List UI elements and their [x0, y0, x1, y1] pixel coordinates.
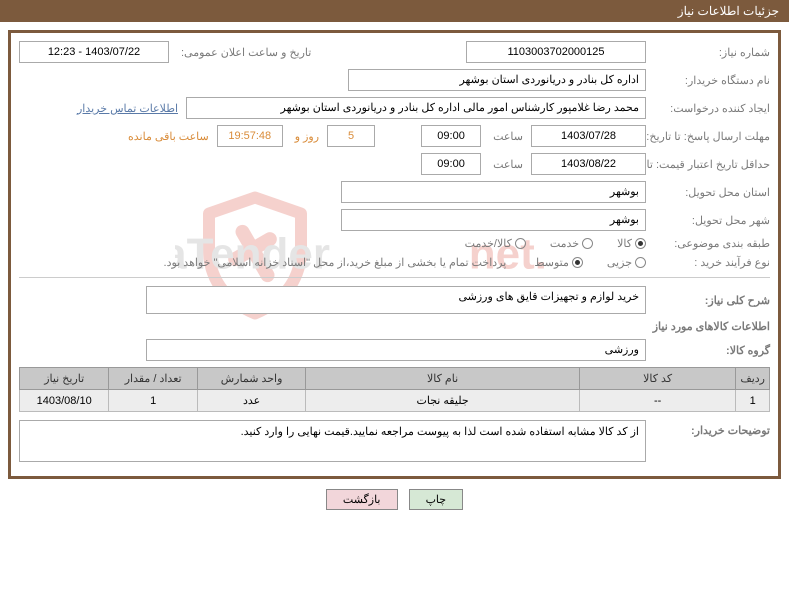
td-row: 1: [736, 390, 770, 412]
field-deadline-time[interactable]: 09:00: [421, 125, 481, 147]
radio-medium[interactable]: متوسط: [534, 256, 583, 269]
td-need-date: 1403/08/10: [20, 390, 109, 412]
row-classification: طبقه بندی موضوعی: کالا خدمت کالا/خدمت: [19, 237, 770, 250]
label-classification: طبقه بندی موضوعی:: [654, 237, 770, 250]
radio-kala-khedmat[interactable]: کالا/خدمت: [465, 237, 526, 250]
field-item-group[interactable]: ورزشی: [146, 339, 646, 361]
field-buyer-org[interactable]: اداره کل بنادر و دریانوردی استان بوشهر: [348, 69, 646, 91]
label-requester: ایجاد کننده درخواست:: [654, 102, 770, 115]
label-item-group: گروه کالا:: [654, 344, 770, 357]
td-code: --: [579, 390, 735, 412]
label-remaining: ساعت باقی مانده: [124, 130, 209, 143]
label-buyer-org: نام دستگاه خریدار:: [654, 74, 770, 87]
field-buyer-notes[interactable]: از کد کالا مشابه استفاده شده است لذا به …: [19, 420, 646, 462]
field-deadline-date[interactable]: 1403/07/28: [531, 125, 646, 147]
label-purchase-type: نوع فرآیند خرید :: [654, 256, 770, 269]
radio-label: کالا: [617, 237, 632, 250]
th-name: نام کالا: [306, 368, 580, 390]
label-day-and: روز و: [291, 130, 319, 143]
label-deadline: مهلت ارسال پاسخ: تا تاریخ:: [654, 130, 770, 143]
label-time-2: ساعت: [489, 158, 523, 171]
label-province: استان محل تحویل:: [654, 186, 770, 199]
th-unit: واحد شمارش: [197, 368, 305, 390]
field-requester[interactable]: محمد رضا غلامپور کارشناس امور مالی اداره…: [186, 97, 646, 119]
row-item-group: گروه کالا: ورزشی: [19, 339, 770, 361]
buyer-contact-link[interactable]: اطلاعات تماس خریدار: [77, 102, 178, 115]
td-unit: عدد: [197, 390, 305, 412]
items-info-heading: اطلاعات کالاهای مورد نیاز: [19, 320, 770, 333]
row-need-number: شماره نیاز: 1103003702000125 تاریخ و ساع…: [19, 41, 770, 63]
items-table: ردیف کد کالا نام کالا واحد شمارش تعداد /…: [19, 367, 770, 412]
radio-group-classification: کالا خدمت کالا/خدمت: [445, 237, 646, 250]
page-container: جزئیات اطلاعات نیاز AriaTender .net شمار…: [0, 0, 789, 510]
th-need-date: تاریخ نیاز: [20, 368, 109, 390]
radio-circle-icon: [515, 238, 526, 249]
radio-circle-icon: [582, 238, 593, 249]
table-row[interactable]: 1 -- جلیقه نجات عدد 1 1403/08/10: [20, 390, 770, 412]
payment-note: پرداخت تمام یا بخشی از مبلغ خرید،از محل …: [164, 256, 507, 269]
radio-circle-icon: [635, 238, 646, 249]
table-header-row: ردیف کد کالا نام کالا واحد شمارش تعداد /…: [20, 368, 770, 390]
field-countdown-days: 5: [327, 125, 375, 147]
label-validity: حداقل تاریخ اعتبار قیمت: تا تاریخ:: [654, 158, 770, 171]
row-buyer-org: نام دستگاه خریدار: اداره کل بنادر و دریا…: [19, 69, 770, 91]
title-bar: جزئیات اطلاعات نیاز: [0, 0, 789, 22]
field-city[interactable]: بوشهر: [341, 209, 646, 231]
td-qty: 1: [109, 390, 198, 412]
radio-label: خدمت: [550, 237, 579, 250]
field-announce-datetime[interactable]: 1403/07/22 - 12:23: [19, 41, 169, 63]
label-announce-datetime: تاریخ و ساعت اعلان عمومی:: [177, 46, 311, 59]
field-validity-time[interactable]: 09:00: [421, 153, 481, 175]
th-qty: تعداد / مقدار: [109, 368, 198, 390]
back-button[interactable]: بازگشت: [326, 489, 398, 510]
content-frame: AriaTender .net شماره نیاز: 110300370200…: [8, 30, 781, 479]
td-name: جلیقه نجات: [306, 390, 580, 412]
row-general-desc: شرح کلی نیاز: خرید لوازم و تجهیزات قایق …: [19, 286, 770, 314]
radio-kala[interactable]: کالا: [617, 237, 646, 250]
radio-label: کالا/خدمت: [465, 237, 512, 250]
row-purchase-type: نوع فرآیند خرید : جزیی متوسط پرداخت تمام…: [19, 256, 770, 269]
th-code: کد کالا: [579, 368, 735, 390]
row-province: استان محل تحویل: بوشهر: [19, 181, 770, 203]
label-general-desc: شرح کلی نیاز:: [654, 294, 770, 307]
row-deadline: مهلت ارسال پاسخ: تا تاریخ: 1403/07/28 سا…: [19, 125, 770, 147]
field-general-desc[interactable]: خرید لوازم و تجهیزات قایق های ورزشی: [146, 286, 646, 314]
title-text: جزئیات اطلاعات نیاز: [678, 4, 779, 18]
th-row: ردیف: [736, 368, 770, 390]
radio-khedmat[interactable]: خدمت: [550, 237, 593, 250]
row-buyer-notes: توضیحات خریدار: از کد کالا مشابه استفاده…: [19, 420, 770, 462]
print-button[interactable]: چاپ: [409, 489, 464, 510]
field-need-number[interactable]: 1103003702000125: [466, 41, 646, 63]
row-requester: ایجاد کننده درخواست: محمد رضا غلامپور کا…: [19, 97, 770, 119]
radio-label: جزیی: [607, 256, 632, 269]
label-buyer-notes: توضیحات خریدار:: [654, 420, 770, 437]
radio-circle-icon: [635, 257, 646, 268]
form-section: شماره نیاز: 1103003702000125 تاریخ و ساع…: [19, 41, 770, 462]
radio-minor[interactable]: جزیی: [607, 256, 646, 269]
button-row: چاپ بازگشت: [0, 489, 789, 510]
divider: [19, 277, 770, 278]
radio-group-purchase: جزیی متوسط: [514, 256, 646, 269]
radio-circle-icon: [572, 257, 583, 268]
field-countdown-time: 19:57:48: [217, 125, 283, 147]
field-province[interactable]: بوشهر: [341, 181, 646, 203]
radio-label: متوسط: [534, 256, 569, 269]
label-city: شهر محل تحویل:: [654, 214, 770, 227]
row-validity: حداقل تاریخ اعتبار قیمت: تا تاریخ: 1403/…: [19, 153, 770, 175]
label-need-number: شماره نیاز:: [654, 46, 770, 59]
label-time-1: ساعت: [489, 130, 523, 143]
field-validity-date[interactable]: 1403/08/22: [531, 153, 646, 175]
row-city: شهر محل تحویل: بوشهر: [19, 209, 770, 231]
